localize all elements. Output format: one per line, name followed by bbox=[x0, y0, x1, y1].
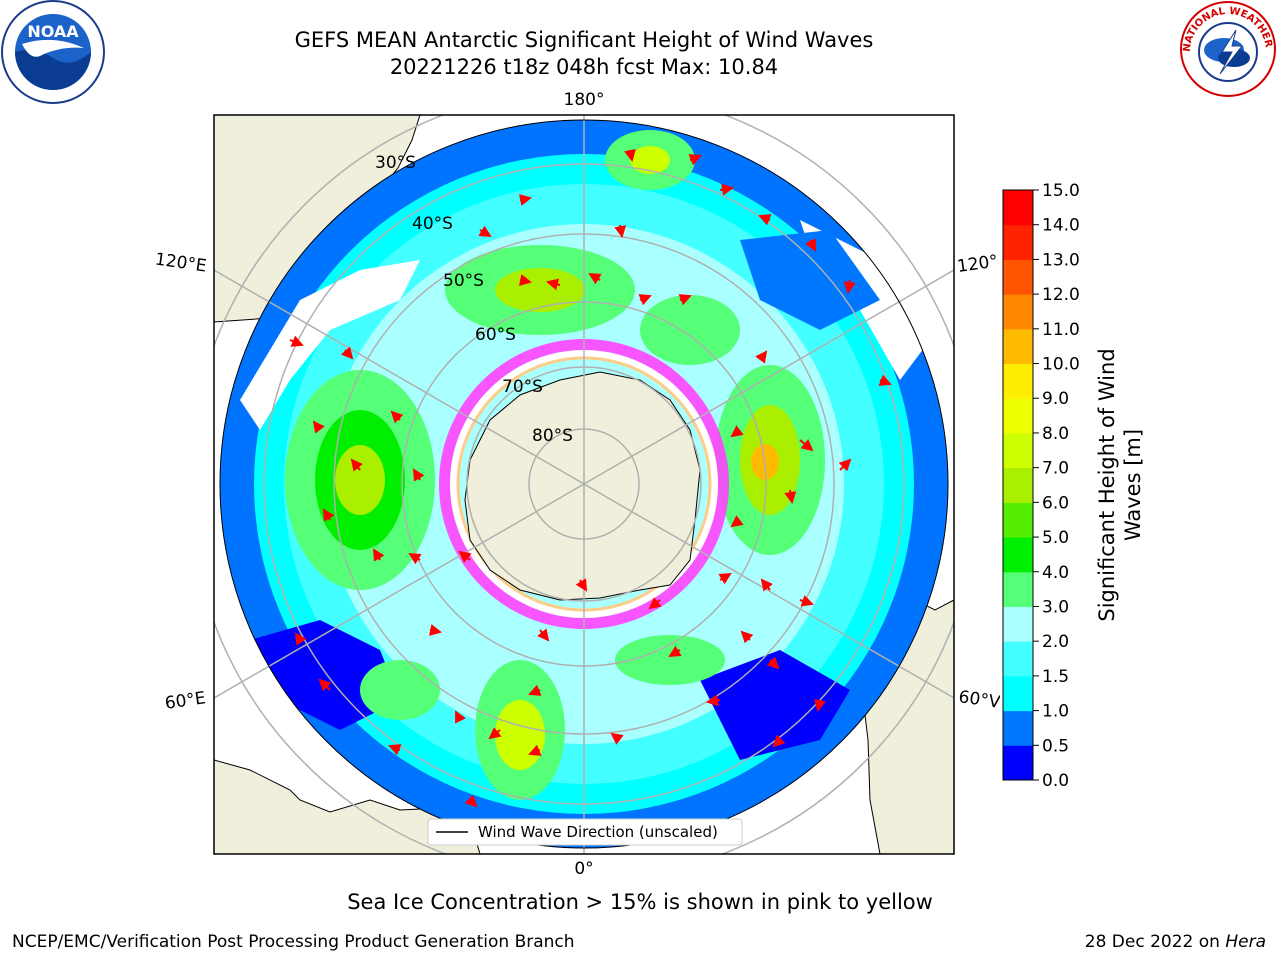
map-legend: Wind Wave Direction (unscaled) bbox=[427, 818, 743, 846]
footer-date: 28 Dec 2022 on Hera bbox=[1085, 932, 1266, 952]
colorbar-segment bbox=[1003, 641, 1033, 677]
colorbar-segment bbox=[1003, 745, 1033, 781]
colorbar-segment bbox=[1003, 363, 1033, 399]
colorbar-segment bbox=[1003, 398, 1033, 434]
colorbar-tick-label: 14.0 bbox=[1042, 216, 1080, 236]
colorbar-segment bbox=[1003, 224, 1033, 260]
sea-ice-caption: Sea Ice Concentration > 15% is shown in … bbox=[347, 890, 933, 914]
lon-label-bottom: 0° bbox=[574, 859, 593, 879]
footer-date-text: 28 Dec 2022 on bbox=[1084, 932, 1226, 952]
colorbar-tick-label: 9.0 bbox=[1042, 389, 1069, 409]
colorbar-tick-label: 1.5 bbox=[1042, 667, 1069, 687]
colorbar-segment bbox=[1003, 537, 1033, 573]
colorbar-segment bbox=[1003, 675, 1033, 712]
noaa-logo-text: NOAA bbox=[27, 22, 79, 41]
title-line-2: 20221226 t18z 048h fcst Max: 10.84 bbox=[389, 55, 779, 79]
colorbar-tick-label: 6.0 bbox=[1042, 493, 1069, 513]
lat-label-80s: 80°S bbox=[532, 426, 573, 446]
footer-branch: NCEP/EMC/Verification Post Processing Pr… bbox=[12, 932, 575, 952]
polar-map: 30°S 40°S 50°S 60°S 70°S 80°S 180° 0° 12… bbox=[154, 90, 1000, 879]
colorbar-ticks: 15.0 14.0 13.0 12.0 11.0 10.0 9.0 8.0 7.0 6.0 5.0 4… bbox=[1033, 181, 1080, 791]
lat-label-60s: 60°S bbox=[475, 325, 516, 345]
colorbar-segment bbox=[1003, 710, 1033, 746]
colorbar: 15.0 14.0 13.0 12.0 11.0 10.0 9.0 8.0 7.0 6.0 5.0 4… bbox=[1002, 181, 1145, 791]
colorbar-tick-label: 1.0 bbox=[1042, 702, 1069, 722]
lon-label-upper-left: 120°E bbox=[154, 250, 208, 277]
footer-host: Hera bbox=[1225, 932, 1266, 952]
lat-label-50s: 50°S bbox=[443, 271, 484, 291]
antarctica bbox=[464, 371, 701, 601]
colorbar-segment bbox=[1003, 502, 1033, 538]
lat-label-70s: 70°S bbox=[502, 377, 543, 397]
colorbar-segment bbox=[1003, 294, 1033, 330]
colorbar-tick-label: 10.0 bbox=[1042, 355, 1080, 375]
colorbar-label-line2: Waves [m] bbox=[1121, 429, 1145, 541]
colorbar-label-line1: Significant Height of Wind bbox=[1095, 348, 1119, 621]
colorbar-segment bbox=[1003, 606, 1033, 642]
colorbar-tick-label: 0.5 bbox=[1042, 736, 1069, 756]
colorbar-tick-label: 2.0 bbox=[1042, 632, 1069, 652]
lat-label-40s: 40°S bbox=[412, 214, 453, 234]
colorbar-segments bbox=[1003, 190, 1033, 781]
colorbar-tick-label: 3.0 bbox=[1042, 597, 1069, 617]
colorbar-tick-label: 5.0 bbox=[1042, 528, 1069, 548]
colorbar-tick-label: 0.0 bbox=[1042, 771, 1069, 791]
nws-logo: NATIONAL WEATHER SERVICE bbox=[1176, 0, 1276, 97]
colorbar-tick-label: 7.0 bbox=[1042, 459, 1069, 479]
colorbar-segment bbox=[1003, 190, 1033, 226]
colorbar-tick-label: 11.0 bbox=[1042, 320, 1080, 340]
colorbar-segment bbox=[1003, 328, 1033, 365]
noaa-logo: NOAA bbox=[1, 0, 105, 104]
colorbar-segment bbox=[1003, 259, 1033, 295]
colorbar-tick-label: 13.0 bbox=[1042, 250, 1080, 270]
colorbar-tick-label: 12.0 bbox=[1042, 285, 1080, 305]
colorbar-tick-label: 8.0 bbox=[1042, 424, 1069, 444]
colorbar-segment bbox=[1003, 467, 1033, 503]
wind-direction-arrows bbox=[289, 149, 892, 808]
colorbar-tick-label: 15.0 bbox=[1042, 181, 1080, 201]
title-line-1: GEFS MEAN Antarctic Significant Height o… bbox=[294, 28, 874, 52]
lon-label-lower-left: 60°E bbox=[164, 688, 207, 713]
colorbar-segment bbox=[1003, 432, 1033, 469]
graticule bbox=[214, 115, 954, 854]
lat-label-30s: 30°S bbox=[375, 153, 416, 173]
colorbar-tick-label: 4.0 bbox=[1042, 563, 1069, 583]
map-frame bbox=[213, 114, 955, 855]
lon-label-top: 180° bbox=[564, 90, 605, 110]
map-legend-label: Wind Wave Direction (unscaled) bbox=[478, 823, 718, 841]
colorbar-segment bbox=[1003, 571, 1033, 607]
